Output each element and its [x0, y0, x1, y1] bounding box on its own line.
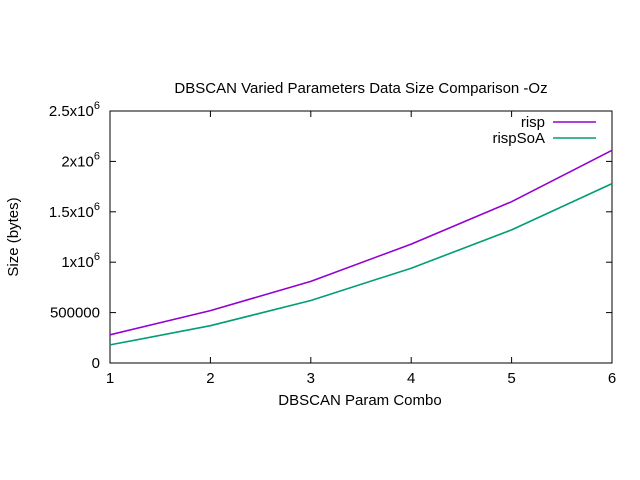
y-tick-label-base: 2.5x10 [49, 103, 94, 120]
legend-label: rispSoA [492, 130, 545, 147]
plot-border [109, 110, 613, 364]
axes [109, 110, 613, 364]
series-lines [109, 149, 613, 346]
y-tick-label-base: 2x10 [61, 153, 94, 170]
series-line-rispsoa [109, 182, 613, 346]
x-tick-label: 1 [106, 370, 114, 387]
y-tick-label: 0 [92, 355, 100, 372]
y-tick-label: 500000 [50, 305, 100, 322]
x-tick-label: 5 [507, 370, 515, 387]
y-tick-label: 2.5x106 [49, 100, 100, 120]
y-tick-label: 1.5x106 [49, 201, 100, 221]
y-tick-label-base: 1.5x10 [49, 204, 94, 221]
y-tick-label-exponent: 6 [94, 201, 100, 213]
x-tick-label: 2 [206, 370, 214, 387]
x-tick-label: 6 [608, 370, 616, 387]
y-tick-label: 1x106 [61, 251, 100, 271]
series-line-risp [109, 149, 613, 336]
chart-title: DBSCAN Varied Parameters Data Size Compa… [174, 80, 547, 97]
x-axis-label: DBSCAN Param Combo [278, 392, 441, 409]
legend-label: risp [521, 114, 545, 131]
y-axis-label: Size (bytes) [5, 197, 22, 276]
x-tick-label: 4 [407, 370, 415, 387]
y-tick-label-exponent: 6 [94, 150, 100, 162]
y-tick-label-base: 0 [92, 355, 100, 372]
y-tick-label-exponent: 6 [94, 100, 100, 112]
y-tick-label-base: 1x10 [61, 254, 94, 271]
x-tick-label: 3 [307, 370, 315, 387]
y-tick-label: 2x106 [61, 150, 100, 170]
y-tick-label-base: 500000 [50, 305, 100, 322]
y-tick-label-exponent: 6 [94, 251, 100, 263]
